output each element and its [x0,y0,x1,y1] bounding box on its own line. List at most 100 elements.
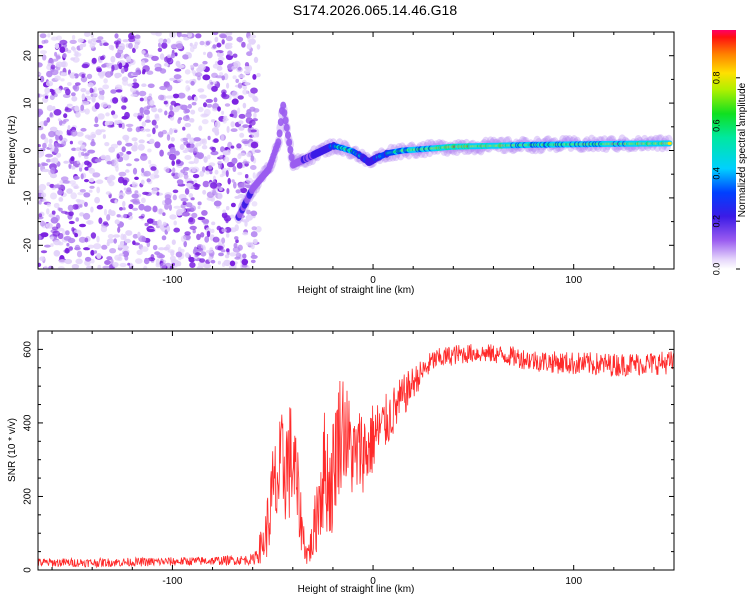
noise-blob [45,80,54,87]
noise-blob [116,140,122,146]
noise-blob [231,98,239,105]
noise-blob [141,197,146,204]
noise-blob [79,203,83,208]
noise-blob [159,224,165,230]
spectrogram-y-tick-label: -20 [23,238,34,253]
noise-blob [68,220,75,225]
noise-blob [68,246,73,251]
noise-blob [207,154,211,160]
noise-blob [210,182,218,189]
noise-blob [231,91,239,98]
noise-blob [99,75,104,79]
noise-blob [190,143,195,149]
noise-blob [42,54,47,61]
noise-blob [161,42,168,49]
noise-blob [151,107,158,113]
noise-blob [50,64,56,70]
noise-blob [71,147,77,151]
noise-blob [193,157,199,164]
noise-blob [250,210,258,217]
noise-blob [50,36,58,41]
noise-blob [233,60,241,68]
noise-blob [197,106,204,113]
noise-blob [44,87,51,94]
noise-blob [66,103,73,107]
noise-blob [180,235,187,242]
noise-blob [53,147,59,154]
noise-blob [97,36,104,40]
noise-blob [199,258,206,263]
colorbar-tick-label: 0.8 [711,72,721,85]
noise-blob [53,93,58,98]
noise-blob [71,263,80,269]
noise-blob [199,94,207,99]
noise-blob [234,224,239,232]
colorbar-gradient [712,30,736,269]
noise-blob [227,177,231,185]
noise-blob [121,96,128,103]
noise-blob [205,98,213,103]
noise-blob [126,151,132,155]
noise-blob [113,238,117,244]
snr-y-tick-label: 200 [23,488,34,505]
noise-blob [222,209,227,214]
noise-blob [48,138,53,144]
noise-blob [94,196,100,204]
noise-blob [55,142,61,148]
noise-blob [51,157,59,164]
noise-blob [93,92,98,97]
noise-blob [90,131,96,139]
noise-blob [69,39,77,45]
noise-blob [88,167,93,171]
noise-blob [223,259,232,267]
spectrogram-y-tick-label: 20 [23,50,34,62]
noise-blob [60,72,68,77]
noise-blob [66,188,73,194]
noise-blob [48,265,54,269]
noise-blob [52,230,60,237]
noise-blob [112,262,119,268]
noise-blob [46,105,54,112]
noise-blob [75,217,79,222]
noise-blob [245,214,253,221]
noise-blob [55,130,63,136]
noise-blob [40,50,47,55]
noise-blob [124,255,129,261]
noise-blob [175,43,184,49]
noise-blob [190,109,196,115]
noise-blob [77,192,84,196]
noise-blob [200,232,205,238]
colorbar-tick-label: 0.2 [711,215,721,228]
noise-blob [130,93,138,97]
snr-x-axis: -100 0 100 [51,331,655,587]
noise-blob [172,194,177,201]
noise-blob [76,131,84,137]
noise-blob [104,142,110,147]
noise-blob [84,179,89,183]
noise-blob [167,54,172,59]
snr-panel: -100 0 100 0 200 400 600 Height of straight l… [7,330,675,595]
noise-blob [222,117,229,122]
noise-blob [219,72,224,76]
noise-blob [128,212,133,217]
noise-blob [112,114,118,119]
spectrogram-x-tick-label: -100 [162,275,182,286]
noise-blob [115,41,119,49]
noise-blob [158,38,165,44]
noise-blob [194,183,198,187]
ridge-core [288,153,295,162]
noise-blob [48,143,53,149]
noise-blob [152,205,158,213]
noise-blob [75,147,81,152]
noise-blob [225,44,233,49]
ridge-core [285,131,291,140]
noise-blob [102,221,109,226]
noise-blob [44,137,49,145]
noise-blob [110,143,118,149]
noise-blob [148,159,152,165]
noise-blob [211,221,216,226]
noise-blob [114,120,118,125]
noise-blob [202,180,210,188]
noise-blob [122,39,129,43]
noise-blob [246,109,252,115]
